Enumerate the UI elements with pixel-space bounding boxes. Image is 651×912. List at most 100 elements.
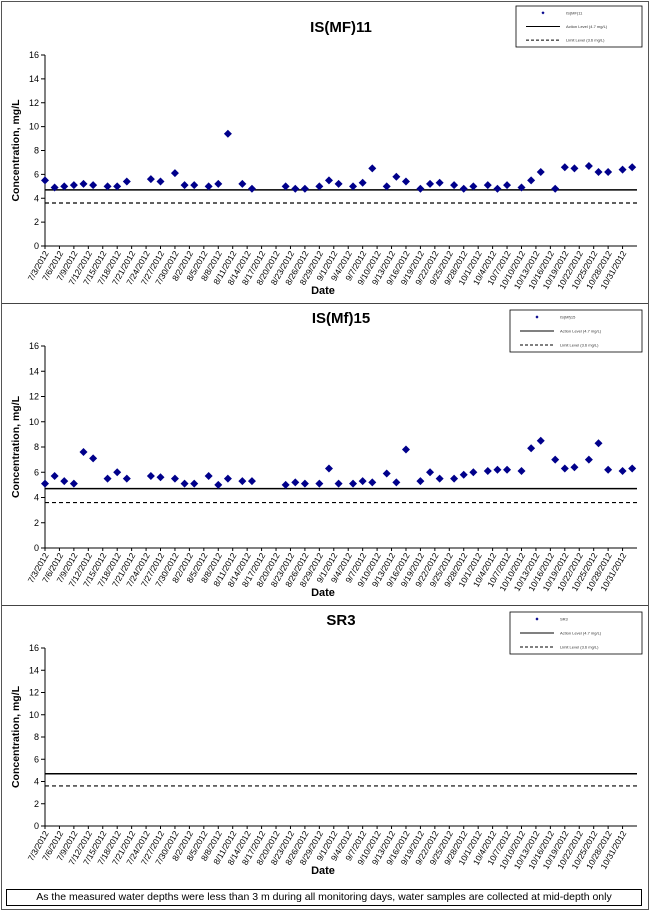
legend-label: IS(Mf)15 (560, 315, 576, 320)
legend-label: Limit Level (3.6 mg/L) (566, 38, 605, 43)
y-tick-label: 12 (29, 688, 39, 698)
y-tick-label: 4 (34, 777, 39, 787)
y-tick-label: 2 (34, 217, 39, 227)
data-point (214, 179, 223, 188)
y-tick-label: 10 (29, 122, 39, 132)
data-point (584, 162, 593, 171)
data-point (450, 181, 459, 190)
chart-title: IS(MF)11 (310, 19, 372, 36)
data-point (483, 466, 492, 475)
data-point (435, 474, 444, 483)
y-tick-label: 10 (29, 417, 39, 427)
data-point (469, 182, 478, 191)
data-point (315, 479, 324, 488)
data-point (281, 182, 290, 191)
y-tick-label: 16 (29, 341, 39, 351)
data-point (426, 468, 435, 477)
chart-title: SR3 (326, 612, 355, 629)
chart-svg-1: IS(MF)11 0 2 4 6 8 10 12 14 16 Concentration, mg/L… (10, 5, 643, 297)
legend-label: IS(MF)11 (566, 10, 583, 15)
y-tick-label: 14 (29, 74, 39, 84)
data-point (358, 178, 367, 187)
y-tick-label: 14 (29, 366, 39, 376)
legend-marker (535, 315, 539, 319)
data-point (435, 178, 444, 187)
data-point (469, 468, 478, 477)
legend-marker (535, 617, 539, 621)
chart-panel-3: SR3 0 2 4 6 8 10 12 14 16 Concentration, mg/L 7/3/2… (2, 606, 648, 884)
y-tick-label: 6 (34, 169, 39, 179)
data-point (60, 477, 69, 486)
data-point (401, 177, 410, 186)
data-point (291, 478, 300, 487)
data-point (334, 479, 343, 488)
data-point (315, 182, 324, 191)
data-point (146, 472, 155, 481)
y-tick-label: 8 (34, 442, 39, 452)
data-point (223, 474, 232, 483)
data-point (368, 164, 377, 173)
data-point (503, 465, 512, 474)
data-point (146, 175, 155, 184)
y-tick-label: 12 (29, 98, 39, 108)
data-point (281, 480, 290, 489)
chart-panel-2: IS(Mf)15 0 2 4 6 8 10 12 14 16 Concentration, mg/L… (2, 304, 648, 606)
y-tick-label: 16 (29, 50, 39, 60)
data-point (570, 164, 579, 173)
y-tick-label: 6 (34, 754, 39, 764)
data-point (69, 181, 78, 190)
data-point (594, 439, 603, 448)
y-axis-label: Concentration, mg/L (10, 99, 22, 202)
data-point (79, 179, 88, 188)
data-point (392, 478, 401, 487)
data-point (358, 477, 367, 486)
data-point (214, 480, 223, 489)
data-point (570, 463, 579, 472)
data-point (238, 477, 247, 486)
data-point (89, 181, 98, 190)
data-point (180, 181, 189, 190)
legend-label: SR3 (560, 617, 569, 622)
data-point (459, 184, 468, 193)
y-tick-label: 0 (34, 821, 39, 831)
data-point (551, 184, 560, 193)
data-point (493, 465, 502, 474)
data-point (50, 472, 59, 481)
data-point (113, 182, 122, 191)
data-point (536, 436, 545, 445)
data-point (190, 181, 199, 190)
data-point (392, 172, 401, 181)
data-point (113, 468, 122, 477)
data-point (517, 466, 526, 475)
y-tick-label: 2 (34, 799, 39, 809)
data-point (527, 444, 536, 453)
legend-label: Action Level (4.7 mg/L) (560, 329, 602, 334)
data-point (170, 474, 179, 483)
data-point (89, 454, 98, 463)
y-tick-label: 16 (29, 643, 39, 653)
y-axis-label: Concentration, mg/L (10, 395, 22, 498)
legend-label: Limit Level (3.6 mg/L) (560, 343, 599, 348)
data-point (416, 477, 425, 486)
data-point (368, 478, 377, 487)
y-tick-label: 0 (34, 543, 39, 553)
y-tick-label: 4 (34, 493, 39, 503)
data-point (247, 477, 256, 486)
y-tick-label: 8 (34, 146, 39, 156)
data-point (41, 479, 49, 488)
data-point (536, 167, 545, 176)
data-point (122, 474, 131, 483)
chart-svg-2: IS(Mf)15 0 2 4 6 8 10 12 14 16 Concentration, mg/L… (10, 309, 643, 599)
data-point (349, 479, 358, 488)
data-point (122, 177, 131, 186)
data-point (223, 129, 232, 138)
legend-label: Action Level (4.7 mg/L) (560, 631, 602, 636)
data-point (527, 176, 536, 185)
data-point (493, 184, 502, 193)
data-point (291, 184, 300, 193)
data-point (103, 474, 112, 483)
y-tick-label: 8 (34, 732, 39, 742)
data-point (604, 465, 613, 474)
